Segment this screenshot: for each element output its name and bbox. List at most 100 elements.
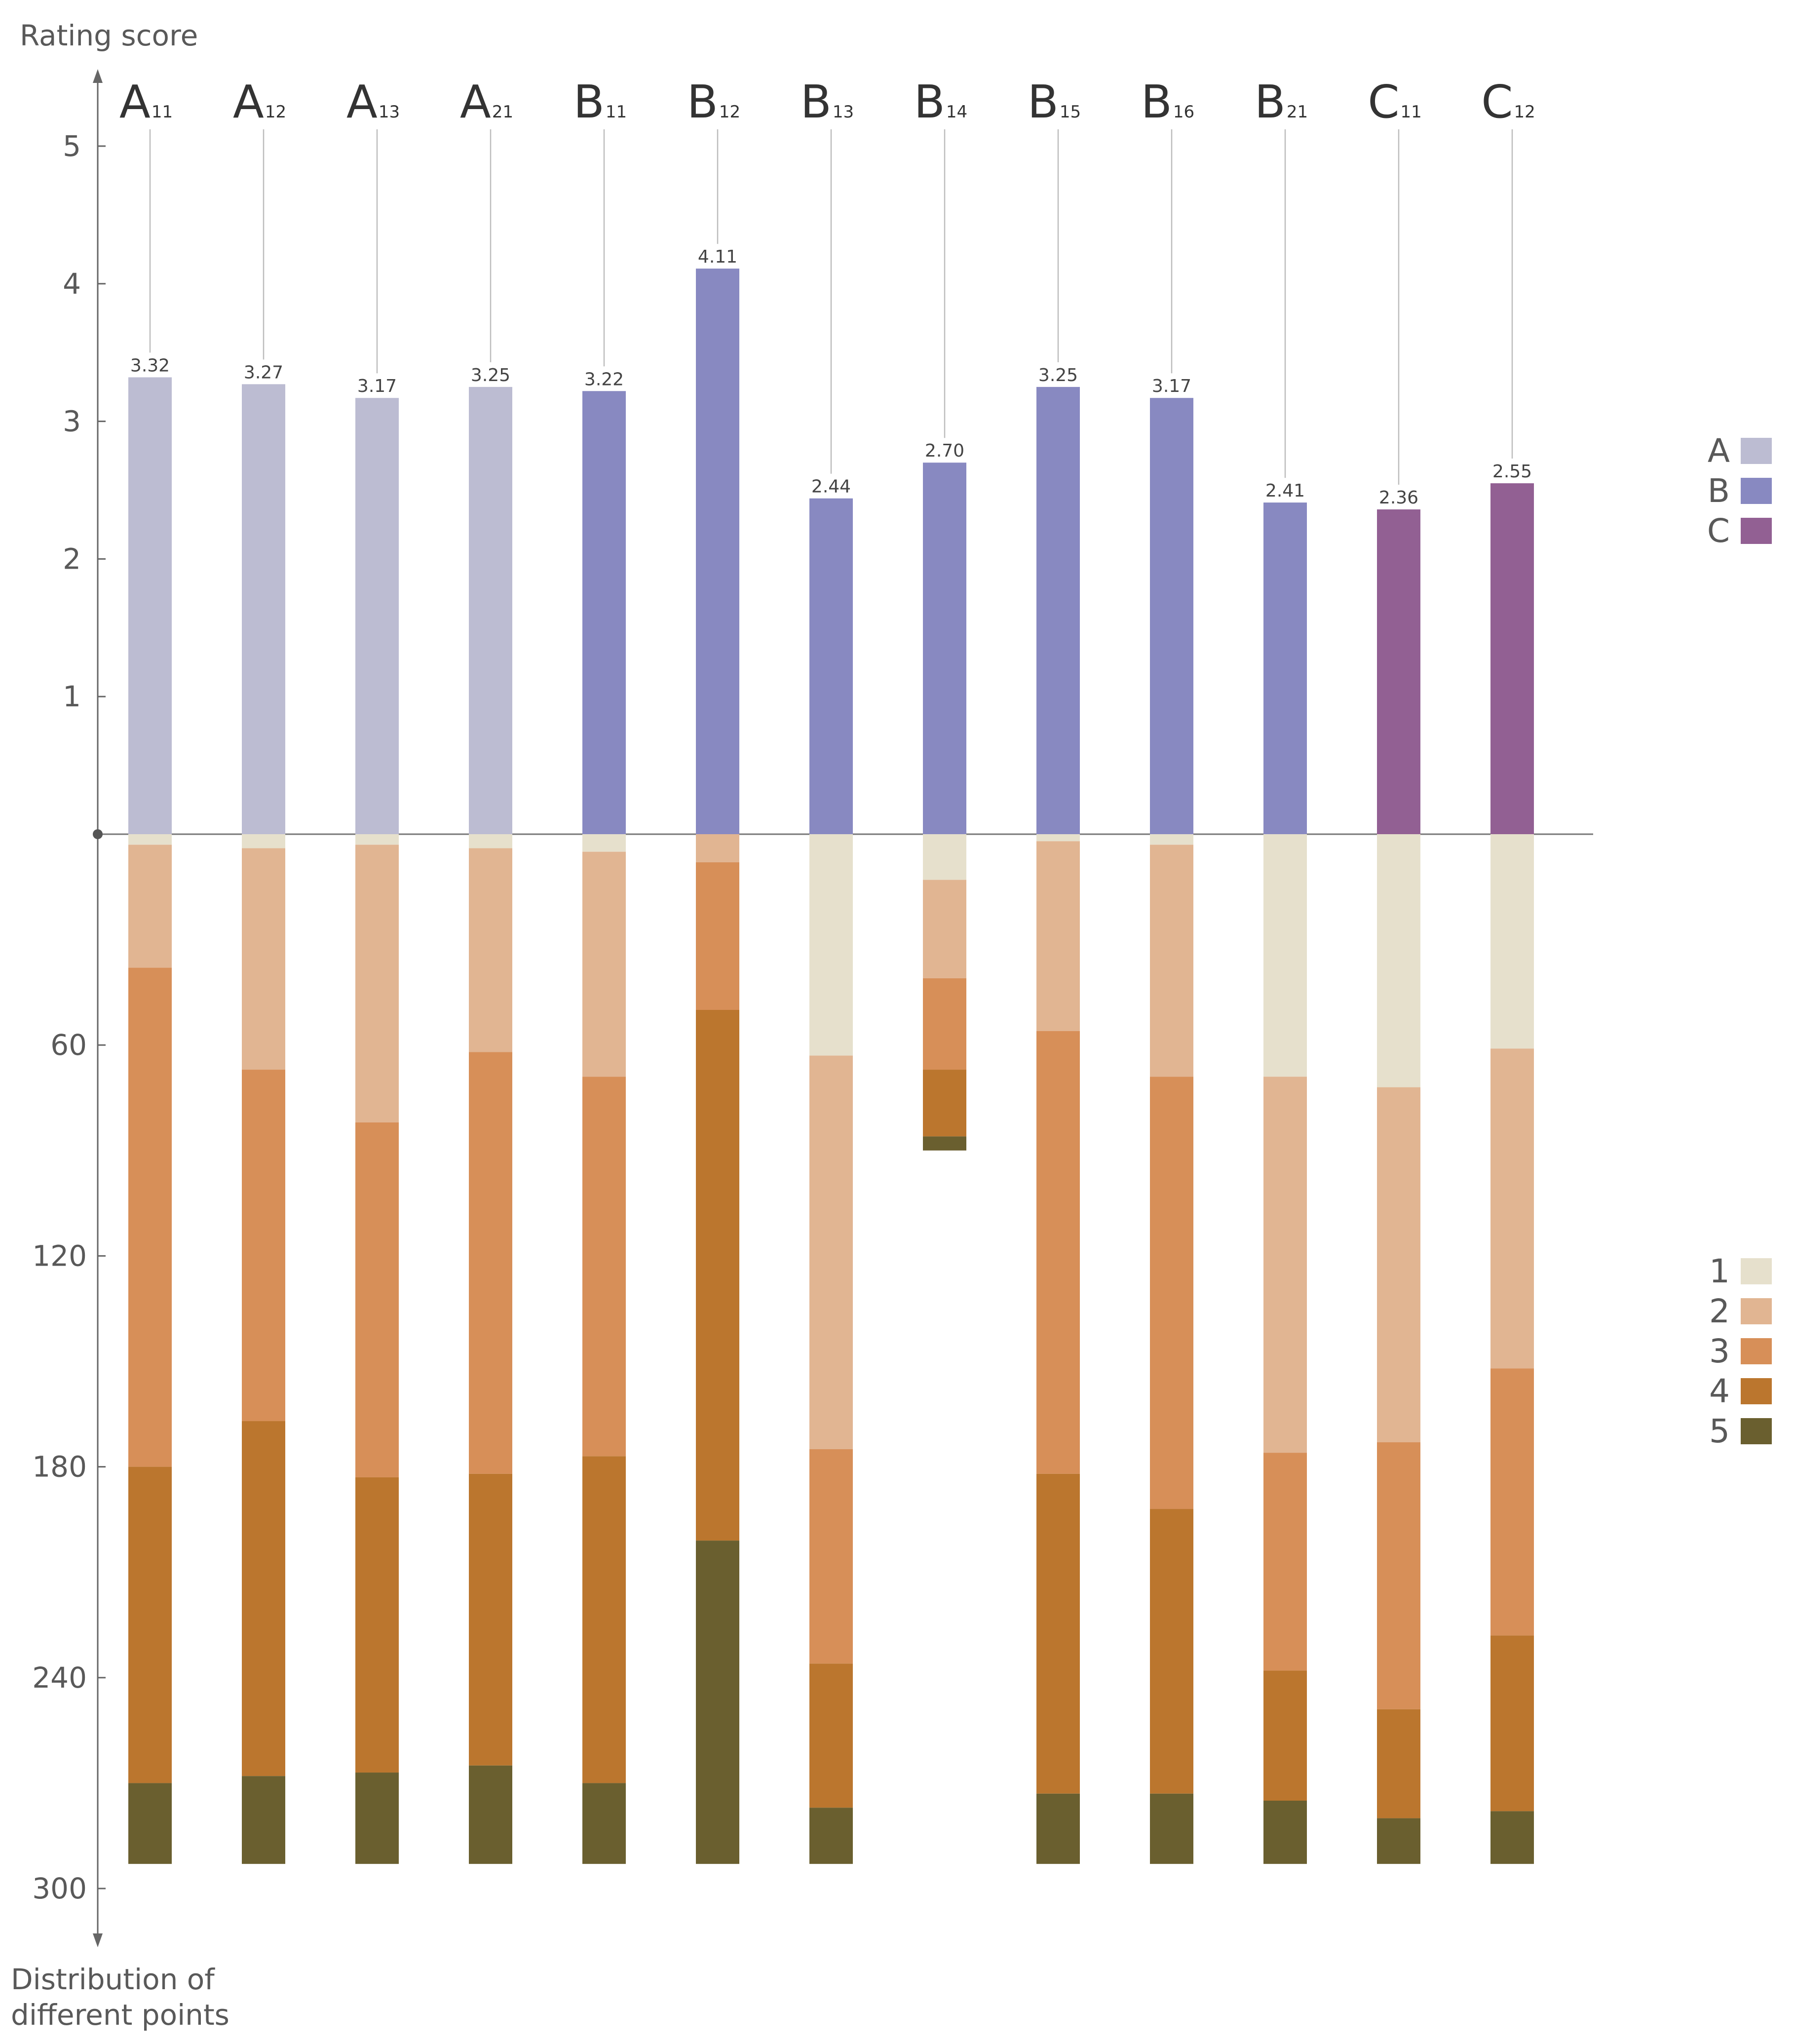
legend-point-label: 4 [1709,1372,1730,1410]
distribution-segment-point-3 [1490,1368,1534,1636]
rating-bar [1377,509,1420,834]
category-label: A12 [233,76,286,128]
distribution-segment-point-4 [1377,1709,1420,1818]
legend-group-swatch [1741,518,1772,544]
distribution-segment-point-2 [923,880,966,978]
distribution-segment-point-4 [1036,1473,1080,1794]
rating-tick-label: 3 [63,405,81,438]
rating-tick-label: 2 [63,542,81,576]
legend-point-label: 3 [1709,1332,1730,1370]
rating-bar [696,269,739,834]
distribution-segment-point-1 [923,834,966,880]
distribution-tick-label: 300 [32,1872,87,1905]
distribution-segment-point-4 [128,1466,172,1783]
distribution-segment-point-2 [696,834,739,862]
category-label: B16 [1141,76,1194,128]
rating-bar [1036,386,1080,834]
distribution-tick-label: 180 [32,1450,87,1484]
distribution-segment-point-5 [128,1783,172,1864]
rating-bar [1150,398,1193,834]
rating-bar [1263,502,1307,834]
rating-value-label: 2.41 [1265,481,1305,501]
rating-tick-label: 1 [63,680,81,713]
distribution-tick-label: 240 [32,1661,87,1695]
rating-value-label: 4.11 [698,247,737,267]
distribution-segment-point-3 [469,1052,512,1474]
rating-bar [469,386,512,834]
rating-value-label: 3.27 [244,362,283,383]
category-label: C12 [1481,76,1535,128]
distribution-segment-point-4 [242,1421,285,1776]
category-label: B21 [1255,76,1308,128]
legend-point-label: 5 [1709,1412,1730,1450]
distribution-segment-point-2 [469,848,512,1052]
category-label: B12 [687,76,740,128]
distribution-segment-point-2 [1150,845,1193,1077]
distribution-segment-point-4 [582,1456,626,1783]
distribution-segment-point-1 [242,834,285,848]
bars [128,269,1534,1864]
legend-group-label: A [1708,432,1730,470]
distribution-segment-point-5 [582,1783,626,1864]
rating-value-label: 3.17 [1152,376,1191,396]
distribution-segment-point-3 [128,967,172,1467]
distribution-segment-point-1 [1263,834,1307,1077]
distribution-segment-point-5 [1263,1801,1307,1864]
distribution-segment-point-2 [1036,841,1080,1031]
distribution-segment-point-5 [242,1776,285,1864]
distribution-segment-point-2 [809,1055,853,1449]
distribution-segment-point-1 [809,834,853,1056]
distribution-tick-label: 120 [32,1239,87,1273]
rating-value-label: 2.36 [1379,488,1418,508]
distribution-segment-point-5 [1490,1811,1534,1864]
legend-group-swatch [1741,478,1772,504]
distribution-segment-point-4 [469,1473,512,1766]
distribution-segment-point-5 [1150,1793,1193,1864]
category-label: C11 [1368,76,1422,128]
legend-point-label: 2 [1709,1292,1730,1330]
distribution-segment-point-1 [469,834,512,848]
rating-tick-label: 5 [63,129,81,163]
distribution-segment-point-3 [696,862,739,1010]
legend-point-swatch [1741,1298,1772,1324]
rating-tick-label: 4 [63,267,81,301]
distribution-segment-point-4 [355,1477,399,1773]
distribution-segment-point-1 [1036,834,1080,842]
rating-value-label: 2.70 [925,441,964,461]
rating-value-label: 3.17 [357,376,397,396]
legend-group-label: C [1707,512,1730,550]
distribution-segment-point-3 [582,1077,626,1457]
labels: A11 3.32 A12 3.27 A13 3.17 A21 3.25 B11 3.22 B12 4.… [119,76,1535,508]
distribution-segment-point-4 [1150,1509,1193,1794]
rating-value-label: 2.44 [811,477,851,497]
category-label: B15 [1028,76,1081,128]
distribution-segment-point-4 [696,1010,739,1541]
rating-bar [923,463,966,834]
rating-value-label: 3.25 [1038,365,1078,386]
rating-bar [128,377,172,834]
distribution-segment-point-4 [1263,1670,1307,1801]
rating-bar [242,384,285,834]
rating-bar [1490,483,1534,834]
category-label: A11 [119,76,173,128]
distribution-segment-point-2 [1377,1087,1420,1442]
top-axis-title: Rating score [20,19,198,52]
distribution-segment-point-3 [923,978,966,1070]
category-label: B13 [801,76,854,128]
distribution-segment-point-1 [1150,834,1193,845]
vertical-axis-arrow-down [93,1933,103,1947]
legend-point-swatch [1741,1418,1772,1444]
distribution-segment-point-2 [1263,1077,1307,1453]
rating-value-label: 2.55 [1492,462,1532,482]
rating-bar [582,391,626,834]
distribution-segment-point-3 [809,1449,853,1664]
legend-point-swatch [1741,1338,1772,1364]
category-guides [149,129,1513,485]
legend-group-label: B [1708,472,1730,510]
rating-value-label: 3.32 [130,355,170,376]
legend-group-swatch [1741,438,1772,464]
rating-value-label: 3.22 [584,369,624,389]
